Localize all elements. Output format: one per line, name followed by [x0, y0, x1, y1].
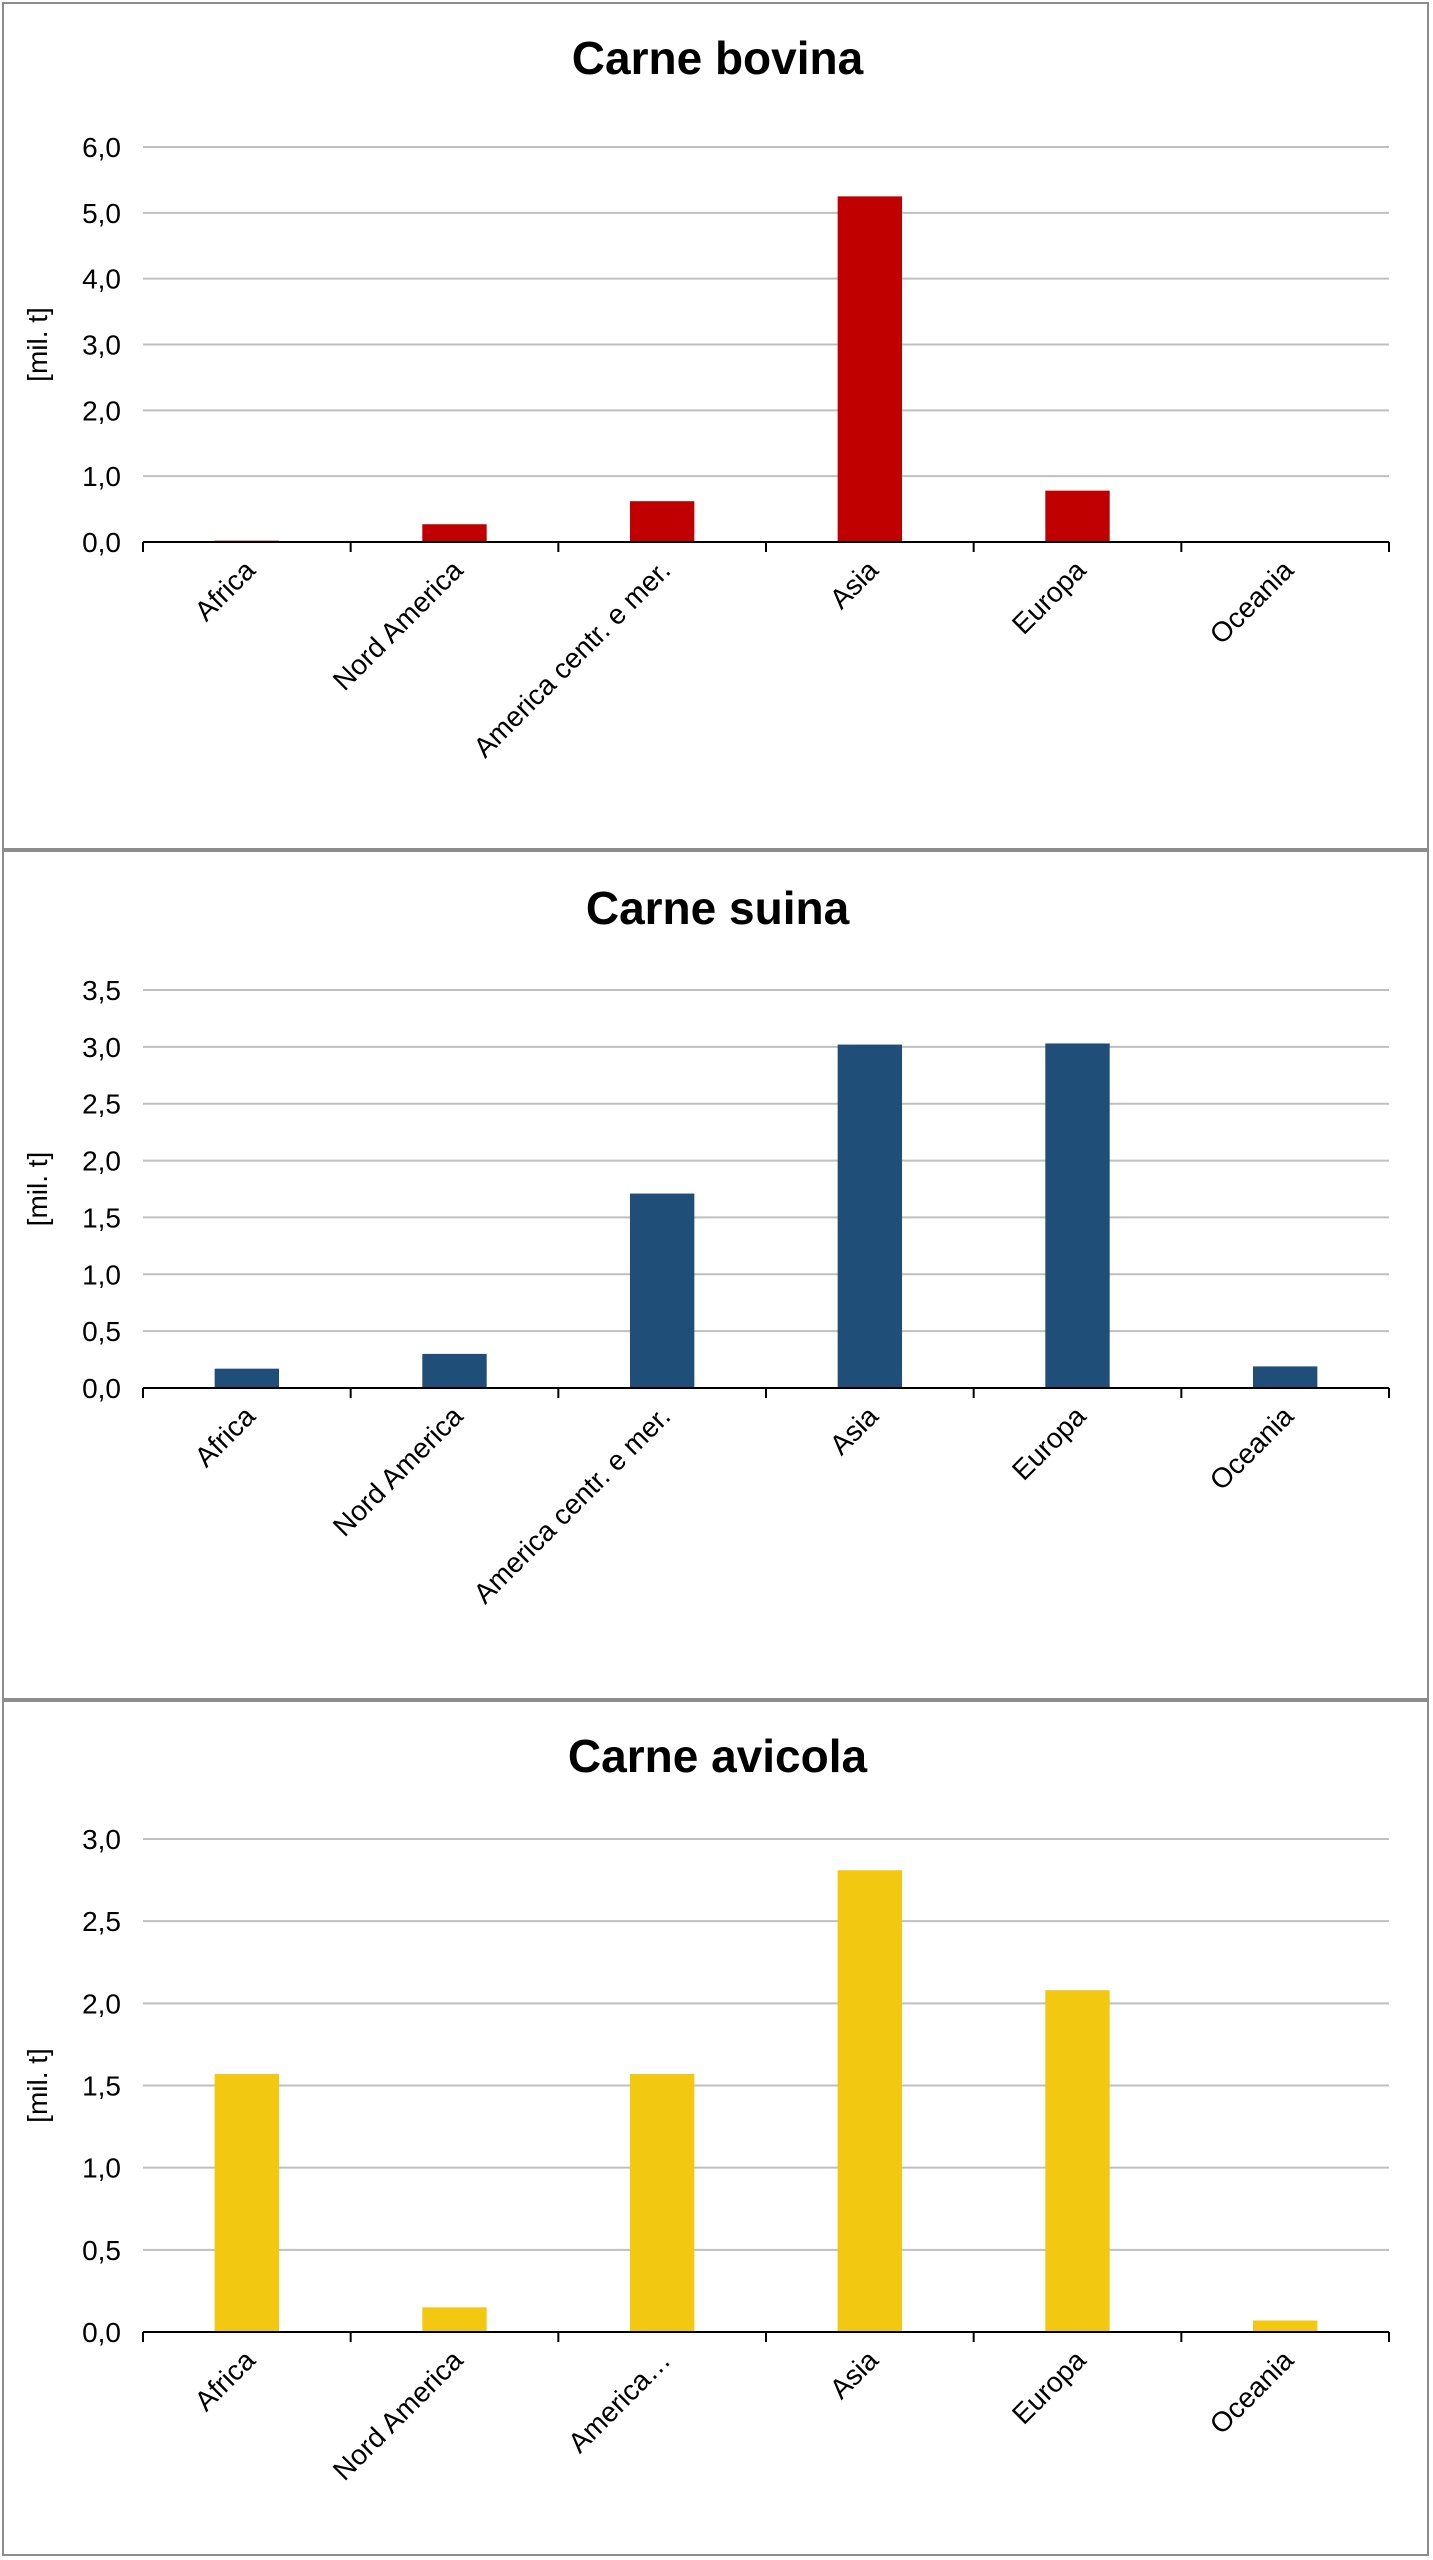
x-tick-label-africa: Africa — [189, 554, 262, 627]
bar-asia — [837, 1870, 903, 2332]
bar-america-centr-e-mer — [629, 1193, 695, 1388]
bar-asia — [837, 1044, 903, 1388]
x-tick-label-nord-america: Nord America — [327, 554, 469, 696]
bar-oceania — [1252, 2320, 1318, 2332]
bar-america-centr-e-mer — [629, 501, 695, 542]
y-tick-label: 2,0 — [82, 395, 121, 426]
y-tick-label: 1,0 — [82, 461, 121, 492]
y-tick-label: 1,5 — [82, 1202, 121, 1233]
chart-panel-carne-avicola: Carne avicola 0,0 0,5 1,0 1,5 2,0 2,5 3,0 [mil. … — [2, 1700, 1429, 2556]
y-tick-label: 1,0 — [82, 2153, 121, 2184]
x-tick-label-asia: Asia — [824, 1400, 885, 1461]
chart-panel-carne-bovina: Carne bovina 0,0 1,0 2,0 3,0 4,0 5,0 6,0 [mil. t… — [2, 2, 1429, 850]
x-tick-label-europa: Europa — [1006, 554, 1092, 640]
y-tick-label: 6,0 — [82, 132, 121, 163]
chart-title: Carne bovina — [572, 32, 864, 84]
y-tick-label: 0,0 — [82, 1373, 121, 1404]
y-axis-label: [mil. t] — [22, 2048, 53, 2123]
y-axis-label: [mil. t] — [22, 307, 53, 382]
y-tick-label: 0,0 — [82, 527, 121, 558]
y-tick-label: 2,5 — [82, 1089, 121, 1120]
x-tick-label-asia: Asia — [824, 554, 885, 615]
y-tick-label: 1,5 — [82, 2071, 121, 2102]
bar-america — [629, 2073, 695, 2332]
chart-carne-suina: Carne suina 0,0 0,5 1,0 1,5 2,0 2,5 3,0 3,5 [mil.… — [22, 882, 1390, 1609]
bar-nord-america — [422, 2307, 487, 2332]
x-tick-label-america-centr-e-mer: America centr. e mer. — [467, 554, 676, 763]
bar-europa — [1045, 1043, 1110, 1388]
bar-nord-america — [422, 524, 487, 542]
y-tick-label: 3,0 — [82, 1032, 121, 1063]
bar-nord-america — [422, 1353, 487, 1388]
bar-africa — [214, 2073, 280, 2332]
y-tick-label: 3,5 — [82, 975, 121, 1006]
x-tick-label-nord-america: Nord America — [327, 1400, 469, 1542]
y-tick-label: 3,0 — [82, 1824, 121, 1855]
y-axis-label: [mil. t] — [22, 1152, 53, 1227]
bar-africa — [214, 1368, 280, 1388]
y-tick-label: 0,5 — [82, 2235, 121, 2266]
y-tick-label: 0,5 — [82, 1316, 121, 1347]
chart-title: Carne suina — [586, 882, 850, 934]
y-tick-label: 1,0 — [82, 1259, 121, 1290]
x-tick-label-africa: Africa — [189, 2344, 262, 2417]
chart-carne-bovina: Carne bovina 0,0 1,0 2,0 3,0 4,0 5,0 6,0 [mil. t… — [22, 32, 1390, 763]
y-tick-label: 3,0 — [82, 330, 121, 361]
y-tick-label: 2,5 — [82, 1906, 121, 1937]
y-tick-label: 0,0 — [82, 2317, 121, 2348]
y-tick-label: 2,0 — [82, 1988, 121, 2019]
x-tick-label-europa: Europa — [1006, 1400, 1092, 1486]
x-tick-label-nord-america: Nord America — [327, 2344, 469, 2486]
y-tick-label: 5,0 — [82, 198, 121, 229]
x-tick-label-america-centr-e-mer: America centr. e mer. — [467, 1400, 676, 1609]
bar-europa — [1045, 1990, 1110, 2332]
bar-europa — [1045, 490, 1110, 542]
bar-asia — [837, 196, 903, 542]
y-tick-label: 2,0 — [82, 1146, 121, 1177]
chart-title: Carne avicola — [568, 1730, 868, 1782]
x-tick-label-oceania: Oceania — [1204, 2344, 1300, 2440]
x-tick-label-america: America… — [562, 2344, 676, 2458]
bar-oceania — [1252, 1366, 1318, 1388]
chart-carne-avicola: Carne avicola 0,0 0,5 1,0 1,5 2,0 2,5 3,0 [mil. … — [22, 1730, 1390, 2486]
chart-panel-carne-suina: Carne suina 0,0 0,5 1,0 1,5 2,0 2,5 3,0 3,5 [mil.… — [2, 850, 1429, 1700]
x-tick-label-africa: Africa — [189, 1400, 262, 1473]
x-tick-label-asia: Asia — [824, 2344, 885, 2405]
x-tick-label-oceania: Oceania — [1204, 1400, 1300, 1496]
x-tick-label-europa: Europa — [1006, 2344, 1092, 2430]
x-tick-label-oceania: Oceania — [1204, 554, 1300, 650]
y-tick-label: 4,0 — [82, 264, 121, 295]
